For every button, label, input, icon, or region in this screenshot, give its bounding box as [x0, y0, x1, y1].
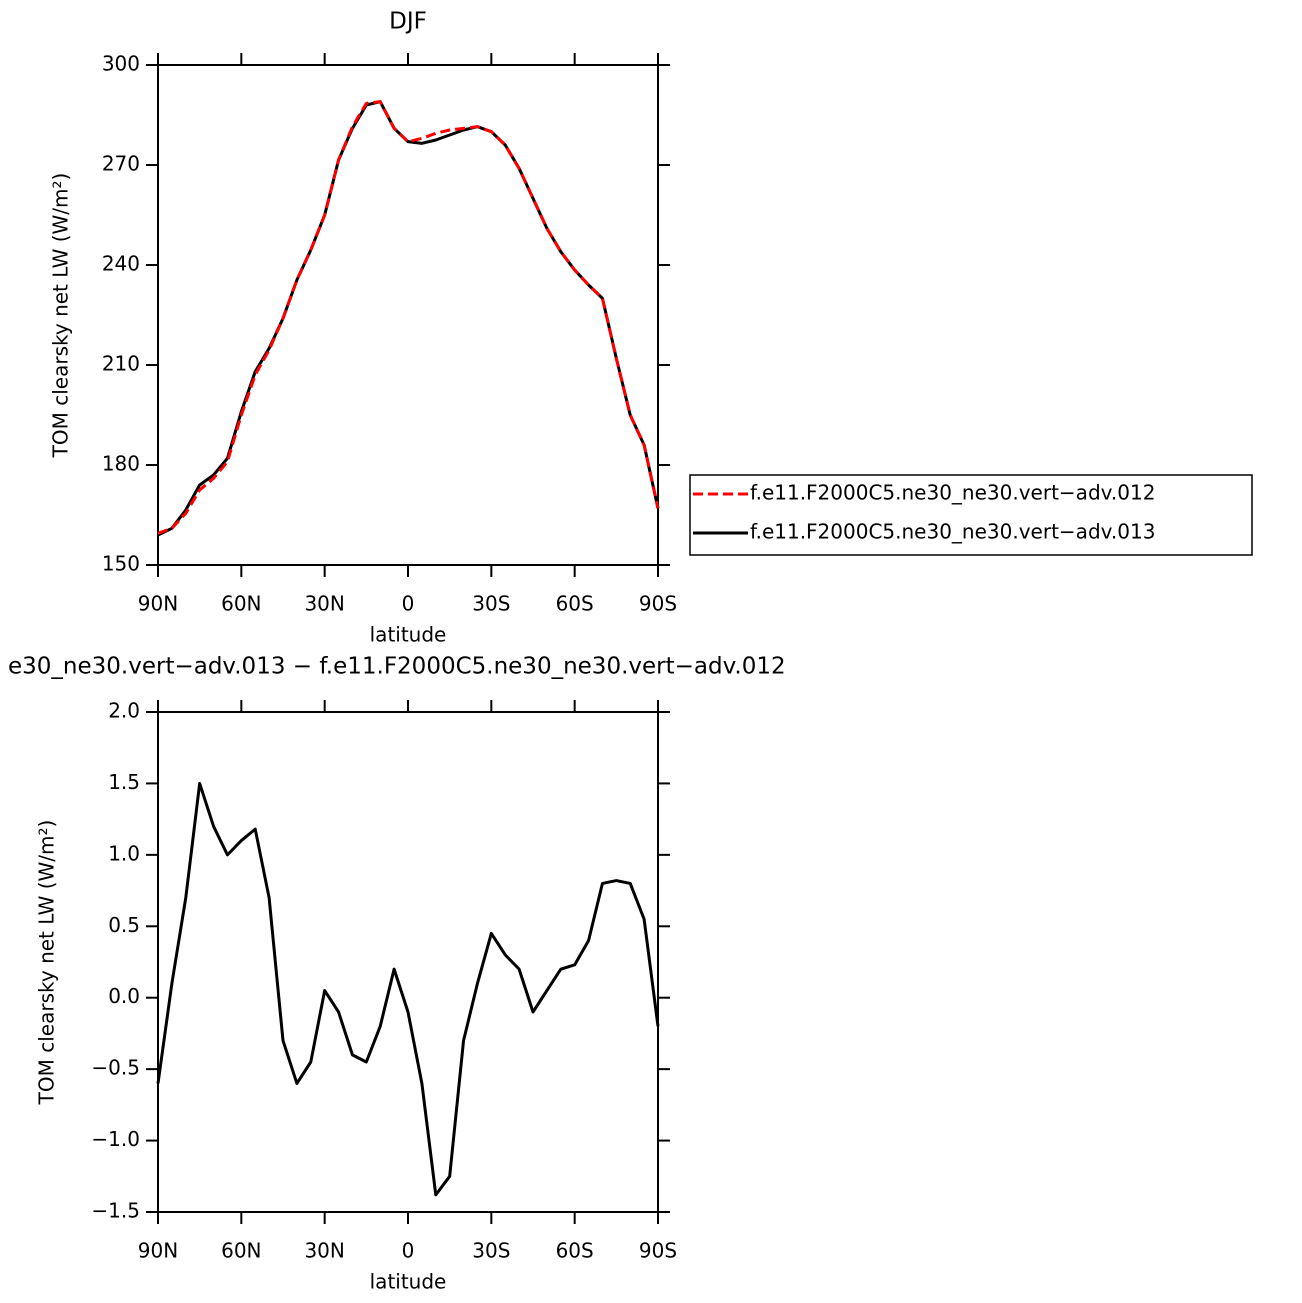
x-tick-label: 30S: [472, 1239, 510, 1263]
series-line: [157, 100, 660, 537]
x-tick-label: 60N: [221, 1239, 261, 1263]
y-axis-label: TOM clearsky net LW (W/m²): [35, 820, 59, 1106]
y-tick-label: 180: [102, 452, 140, 476]
legend-label: f.e11.F2000C5.ne30_ne30.vert−adv.012: [750, 481, 1155, 505]
y-tick-label: 150: [102, 552, 140, 576]
x-tick-label: 90S: [639, 592, 677, 616]
y-tick-label: −1.0: [91, 1127, 140, 1151]
y-tick-label: 300: [102, 52, 140, 76]
legend-label: f.e11.F2000C5.ne30_ne30.vert−adv.013: [750, 520, 1155, 544]
x-tick-label: 0: [402, 1239, 415, 1263]
x-tick-label: 90S: [639, 1239, 677, 1263]
x-tick-label: 60S: [556, 592, 594, 616]
chart-title: DJF: [389, 9, 427, 35]
x-tick-label: 30N: [304, 1239, 344, 1263]
series-line: [157, 100, 660, 535]
y-tick-label: 0.0: [108, 984, 140, 1008]
y-tick-label: 0.5: [108, 913, 140, 937]
y-tick-label: −0.5: [91, 1056, 140, 1080]
x-tick-label: 90N: [138, 1239, 178, 1263]
y-axis-label: TOM clearsky net LW (W/m²): [49, 173, 73, 459]
series-line: [156, 781, 660, 1197]
x-tick-label: 60S: [556, 1239, 594, 1263]
y-tick-label: 1.0: [108, 841, 140, 865]
x-tick-label: 60N: [221, 592, 261, 616]
plot-frame: [157, 711, 659, 1213]
y-tick-label: 270: [102, 152, 140, 176]
x-tick-label: 30S: [472, 592, 510, 616]
x-tick-label: 30N: [304, 592, 344, 616]
x-axis-label: latitude: [370, 1270, 447, 1294]
y-tick-label: −1.5: [91, 1199, 140, 1223]
y-tick-label: 1.5: [108, 770, 140, 794]
x-axis-label: latitude: [370, 623, 447, 647]
y-tick-label: 240: [102, 252, 140, 276]
legend-box: [689, 474, 1253, 556]
chart-title: e30_ne30.vert−adv.013 − f.e11.F2000C5.ne…: [8, 654, 786, 680]
x-tick-label: 90N: [138, 592, 178, 616]
y-tick-label: 210: [102, 352, 140, 376]
y-tick-label: 2.0: [108, 699, 140, 723]
x-tick-label: 0: [402, 592, 415, 616]
